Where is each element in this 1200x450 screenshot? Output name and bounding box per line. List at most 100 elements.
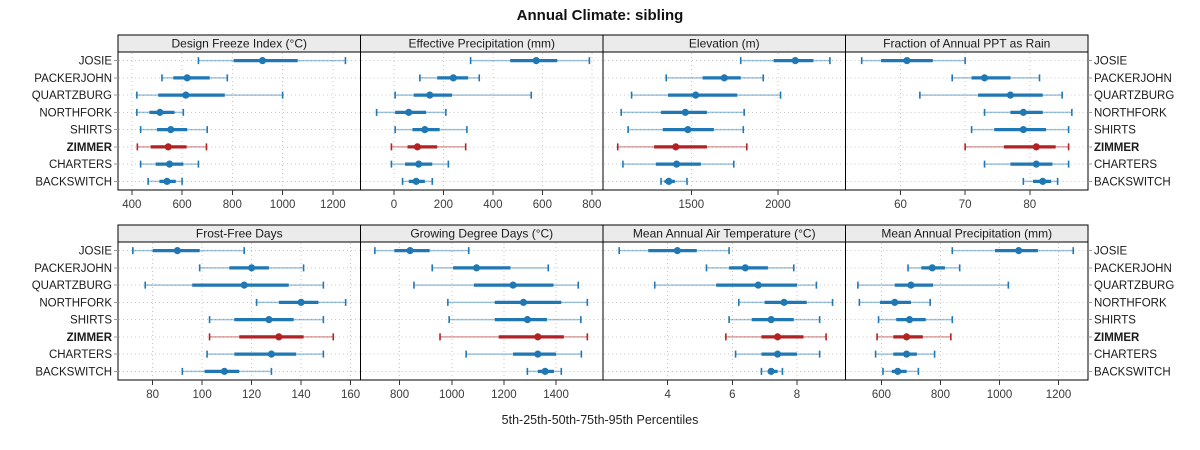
- median-dot-shirts: [767, 316, 775, 324]
- axis-tick-label: 400: [122, 199, 141, 211]
- station-label-right-shirts: SHIRTS: [1094, 315, 1136, 327]
- median-dot-packerjohn: [741, 264, 749, 272]
- axis-tick-label: 80: [146, 389, 159, 401]
- station-label-right-charters: CHARTERS: [1094, 159, 1157, 171]
- station-label-right-josie: JOSIE: [1094, 246, 1128, 258]
- station-label-left-packerjohn: PACKERJOHN: [34, 263, 112, 275]
- median-dot-northfork: [297, 298, 305, 306]
- station-label-left-packerjohn: PACKERJOHN: [34, 73, 112, 85]
- median-dot-packerjohn: [472, 264, 481, 272]
- median-dot-quartzburg: [692, 91, 700, 99]
- panel-mean-annual-precipitation-mm: [845, 241, 1089, 381]
- median-dot-packerjohn: [248, 264, 256, 272]
- median-dot-shirts: [1019, 126, 1027, 134]
- station-label-left-zimmer: ZIMMER: [67, 332, 113, 344]
- strip-title-mean-annual-air-temperature-c: Mean Annual Air Temperature (°C): [633, 227, 816, 241]
- axis-tick-label: 1200: [491, 389, 517, 401]
- median-dot-charters: [534, 350, 542, 358]
- median-dot-zimmer: [534, 333, 542, 341]
- axis-tick-label: 60: [894, 199, 907, 211]
- median-dot-quartzburg: [754, 281, 762, 289]
- median-dot-backswitch: [163, 177, 171, 185]
- median-dot-quartzburg: [240, 281, 248, 289]
- median-dot-quartzburg: [907, 281, 915, 289]
- axis-tick-label: 4: [664, 389, 671, 401]
- median-dot-packerjohn: [449, 74, 457, 82]
- station-label-right-zimmer: ZIMMER: [1094, 332, 1140, 344]
- station-label-right-backswitch: BACKSWITCH: [1094, 366, 1171, 378]
- axis-tick-label: 1000: [987, 389, 1013, 401]
- median-dot-quartzburg: [426, 91, 434, 99]
- strip-title-fraction-of-annual-ppt-as-rain: Fraction of Annual PPT as Rain: [883, 37, 1050, 51]
- station-label-right-josie: JOSIE: [1094, 56, 1128, 68]
- axis-tick-label: 1000: [270, 199, 296, 211]
- median-dot-backswitch: [1039, 177, 1047, 185]
- panel-fraction-of-annual-ppt-as-rain: [845, 51, 1089, 191]
- median-dot-backswitch: [541, 367, 549, 375]
- strip-title-growing-degree-days-c: Growing Degree Days (°C): [410, 227, 553, 241]
- median-dot-zimmer: [1032, 143, 1040, 151]
- axis-tick-label: 2000: [765, 199, 791, 211]
- median-dot-shirts: [167, 126, 175, 134]
- axis-tick-label: 100: [193, 389, 212, 401]
- median-dot-northfork: [891, 298, 899, 306]
- panel-effective-precipitation-mm: [360, 51, 604, 191]
- median-dot-shirts: [265, 316, 273, 324]
- axis-tick-label: 600: [872, 389, 891, 401]
- median-dot-backswitch: [665, 177, 673, 185]
- median-dot-shirts: [523, 316, 531, 324]
- median-dot-northfork: [519, 298, 528, 306]
- station-label-left-northfork: NORTHFORK: [39, 107, 112, 119]
- panel-elevation-m: [602, 51, 846, 191]
- station-label-left-josie: JOSIE: [79, 246, 113, 258]
- station-label-left-northfork: NORTHFORK: [39, 297, 112, 309]
- median-dot-zimmer: [672, 143, 680, 151]
- median-dot-charters: [774, 350, 782, 358]
- axis-tick-label: 800: [931, 389, 950, 401]
- strip-title-design-freeze-index-c: Design Freeze Index (°C): [171, 37, 307, 51]
- median-dot-backswitch: [412, 177, 420, 185]
- axis-tick-label: 800: [582, 199, 601, 211]
- median-dot-northfork: [780, 298, 788, 306]
- panel-growing-degree-days-c: [360, 241, 604, 381]
- median-dot-josie: [258, 57, 267, 65]
- axis-tick-label: 1200: [320, 199, 346, 211]
- median-dot-zimmer: [275, 333, 283, 341]
- station-label-right-northfork: NORTHFORK: [1094, 107, 1167, 119]
- station-label-right-zimmer: ZIMMER: [1094, 142, 1140, 154]
- chart-title: Annual Climate: sibling: [516, 7, 684, 24]
- station-label-left-zimmer: ZIMMER: [67, 142, 113, 154]
- median-dot-northfork: [405, 108, 413, 116]
- station-label-right-packerjohn: PACKERJOHN: [1094, 73, 1172, 85]
- median-dot-josie: [791, 57, 799, 65]
- station-label-left-backswitch: BACKSWITCH: [35, 366, 112, 378]
- median-dot-josie: [1015, 247, 1023, 255]
- median-dot-packerjohn: [980, 74, 989, 82]
- median-dot-josie: [673, 247, 681, 255]
- station-label-right-shirts: SHIRTS: [1094, 125, 1136, 137]
- axis-tick-label: 1200: [1046, 389, 1072, 401]
- station-label-left-shirts: SHIRTS: [70, 125, 112, 137]
- median-dot-northfork: [1019, 108, 1027, 116]
- axis-tick-label: 600: [533, 199, 552, 211]
- strip-title-elevation-m: Elevation (m): [689, 37, 760, 51]
- median-dot-quartzburg: [182, 91, 190, 99]
- axis-tick-label: 160: [341, 389, 360, 401]
- station-label-right-quartzburg: QUARTZBURG: [1094, 90, 1174, 102]
- median-dot-shirts: [421, 126, 429, 134]
- median-dot-shirts: [905, 316, 914, 324]
- axis-tick-label: 1000: [439, 389, 465, 401]
- median-dot-packerjohn: [183, 74, 191, 82]
- station-label-left-josie: JOSIE: [79, 56, 113, 68]
- panel-design-freeze-index-c: [117, 51, 361, 191]
- axis-tick-label: 800: [223, 199, 242, 211]
- station-label-left-charters: CHARTERS: [49, 159, 112, 171]
- median-dot-quartzburg: [1006, 91, 1015, 99]
- station-label-right-backswitch: BACKSWITCH: [1094, 176, 1171, 188]
- median-dot-zimmer: [902, 333, 911, 341]
- axis-tick-label: 140: [292, 389, 311, 401]
- median-dot-backswitch: [220, 367, 229, 375]
- median-dot-charters: [902, 350, 911, 358]
